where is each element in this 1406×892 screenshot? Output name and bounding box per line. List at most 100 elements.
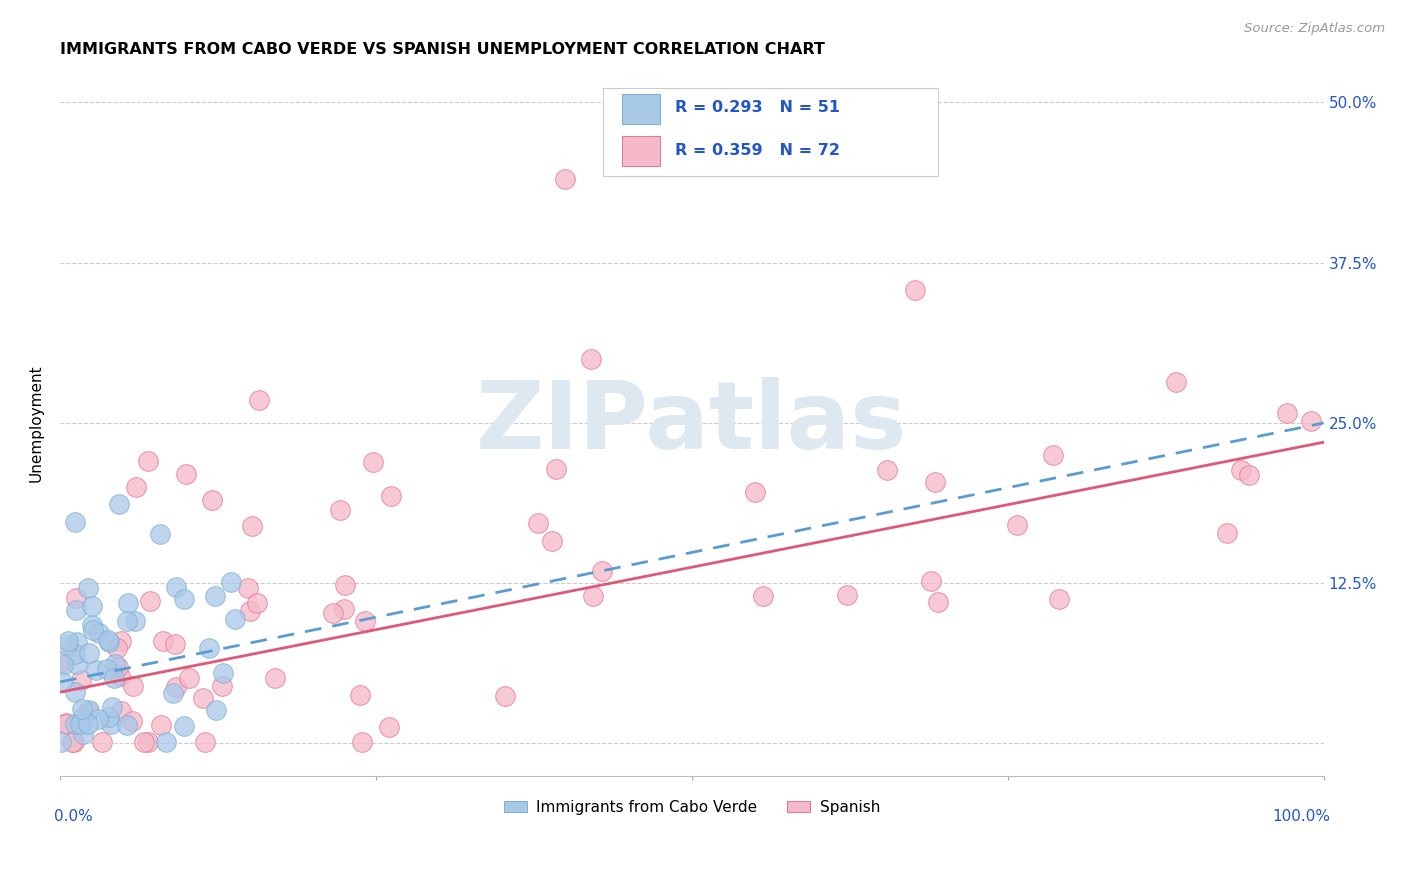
Point <box>155 735 177 749</box>
Point <box>541 533 564 548</box>
Point <box>927 595 949 609</box>
Point <box>752 589 775 603</box>
Point <box>66 657 89 672</box>
Point <box>104 657 127 671</box>
Point <box>219 574 242 589</box>
Point <box>77 704 100 718</box>
Point <box>65 647 87 661</box>
Point <box>163 637 186 651</box>
Point <box>904 283 927 297</box>
Point <box>100 699 122 714</box>
Text: Source: ZipAtlas.com: Source: ZipAtlas.com <box>1244 22 1385 36</box>
Point <box>138 454 160 468</box>
Point <box>97 635 120 649</box>
Point <box>63 685 86 699</box>
Point <box>70 673 93 687</box>
Point <box>333 578 356 592</box>
Point <box>149 527 172 541</box>
Point <box>179 671 201 685</box>
Point <box>108 669 131 683</box>
Point <box>51 654 73 668</box>
Point <box>150 718 173 732</box>
Point <box>77 646 100 660</box>
Point <box>90 735 112 749</box>
Point <box>77 717 100 731</box>
Point <box>162 686 184 700</box>
Point <box>63 515 86 529</box>
Point <box>329 503 352 517</box>
Point <box>579 351 602 366</box>
Point <box>581 589 603 603</box>
Point <box>56 638 79 652</box>
Point <box>97 710 120 724</box>
Point <box>89 626 111 640</box>
Point <box>86 663 108 677</box>
Point <box>352 735 374 749</box>
Point <box>876 462 898 476</box>
Point <box>1049 591 1071 606</box>
Point <box>65 603 87 617</box>
Point <box>125 480 148 494</box>
Point <box>173 719 195 733</box>
Point <box>134 735 156 749</box>
Point <box>920 574 942 588</box>
Point <box>76 582 98 596</box>
Point <box>494 689 516 703</box>
Point <box>152 634 174 648</box>
Point <box>60 735 83 749</box>
Text: ZIPatlas: ZIPatlas <box>477 377 907 469</box>
Point <box>63 735 86 749</box>
Point <box>1042 448 1064 462</box>
Point <box>124 614 146 628</box>
Text: 0.0%: 0.0% <box>53 809 93 824</box>
Point <box>322 606 344 620</box>
Point <box>924 475 946 489</box>
Point <box>121 714 143 728</box>
Legend: Immigrants from Cabo Verde, Spanish: Immigrants from Cabo Verde, Spanish <box>498 794 886 821</box>
Point <box>197 641 219 656</box>
Bar <box>623 94 661 124</box>
Point <box>1230 463 1253 477</box>
Point <box>65 591 87 605</box>
Point <box>100 717 122 731</box>
Point <box>191 690 214 705</box>
Point <box>264 672 287 686</box>
Point <box>1164 375 1187 389</box>
Point <box>204 589 226 603</box>
Point <box>246 596 269 610</box>
Point <box>110 634 132 648</box>
Point <box>1299 414 1322 428</box>
Point <box>349 689 371 703</box>
Point <box>361 454 384 468</box>
Point <box>70 701 93 715</box>
Point <box>82 624 104 638</box>
Point <box>247 392 270 407</box>
Point <box>77 703 100 717</box>
Point <box>82 599 104 613</box>
Point <box>239 604 262 618</box>
Text: IMMIGRANTS FROM CABO VERDE VS SPANISH UNEMPLOYMENT CORRELATION CHART: IMMIGRANTS FROM CABO VERDE VS SPANISH UN… <box>60 42 825 57</box>
Point <box>139 593 162 607</box>
Y-axis label: Unemployment: Unemployment <box>30 364 44 482</box>
Point <box>236 582 259 596</box>
Point <box>49 735 72 749</box>
Bar <box>623 136 661 166</box>
Point <box>115 717 138 731</box>
Point <box>173 591 195 606</box>
Text: R = 0.293   N = 51: R = 0.293 N = 51 <box>675 100 841 115</box>
Point <box>80 618 103 632</box>
Point <box>70 711 93 725</box>
Point <box>554 172 576 186</box>
Point <box>591 565 613 579</box>
Text: R = 0.359   N = 72: R = 0.359 N = 72 <box>675 143 841 158</box>
Point <box>378 720 401 734</box>
Point <box>122 679 145 693</box>
Point <box>1216 525 1239 540</box>
Point <box>96 662 118 676</box>
Point <box>110 704 132 718</box>
Point <box>72 727 94 741</box>
Point <box>52 657 75 672</box>
Point <box>1007 518 1029 533</box>
Point <box>165 580 187 594</box>
FancyBboxPatch shape <box>603 88 938 177</box>
